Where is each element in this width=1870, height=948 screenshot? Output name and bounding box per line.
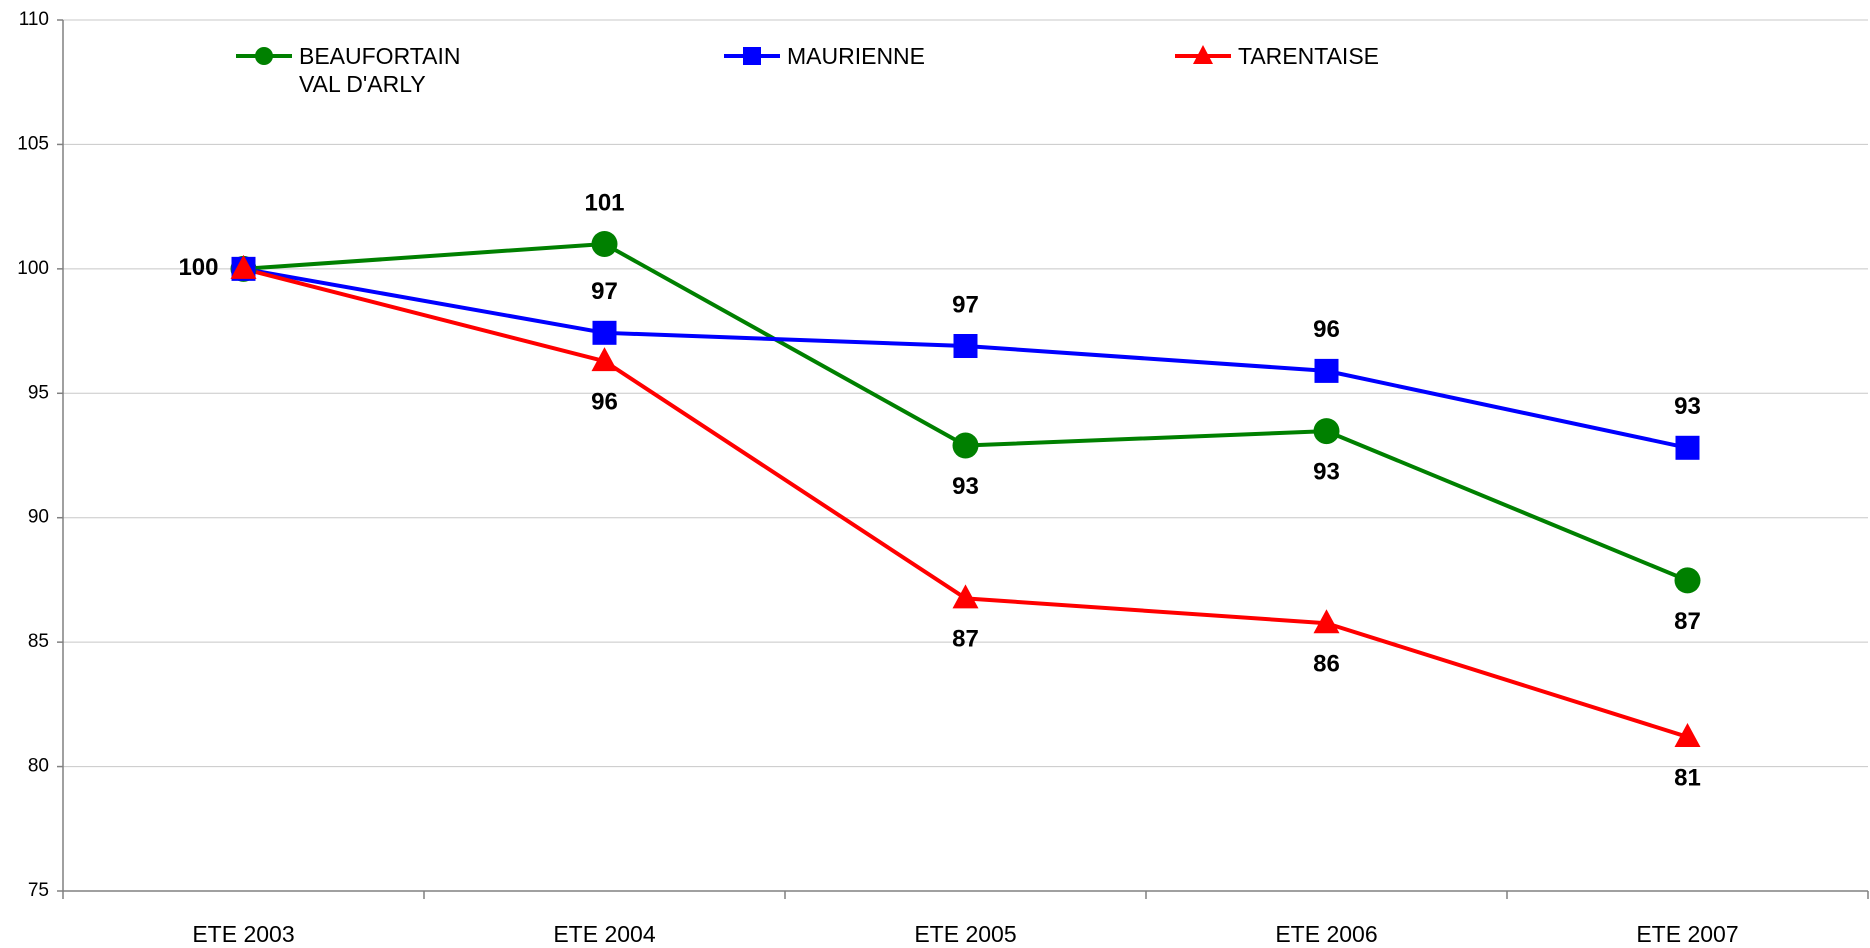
x-tick-label: ETE 2004 bbox=[553, 921, 655, 947]
data-label: 100 bbox=[178, 254, 218, 281]
data-label: 101 bbox=[584, 189, 624, 216]
data-label: 93 bbox=[952, 473, 979, 500]
data-label: 97 bbox=[952, 291, 979, 318]
x-tick-label: ETE 2006 bbox=[1275, 921, 1377, 947]
data-label: 96 bbox=[591, 389, 618, 416]
data-point bbox=[592, 320, 617, 345]
legend-marker bbox=[743, 47, 761, 65]
data-label: 81 bbox=[1674, 764, 1701, 791]
x-tick-label: ETE 2003 bbox=[192, 921, 294, 947]
y-tick-label: 85 bbox=[28, 631, 49, 652]
legend-label: TARENTAISE bbox=[1238, 43, 1379, 69]
legend-label: MAURIENNE bbox=[787, 43, 926, 69]
legend-marker bbox=[255, 47, 273, 65]
data-point bbox=[953, 334, 978, 359]
data-point bbox=[1675, 435, 1700, 460]
y-tick-label: 100 bbox=[17, 258, 49, 279]
data-point bbox=[230, 254, 257, 279]
data-label: 87 bbox=[952, 626, 979, 653]
data-point bbox=[1313, 609, 1340, 634]
y-tick-label: 110 bbox=[19, 9, 49, 30]
y-tick-label: 95 bbox=[28, 382, 49, 403]
data-point bbox=[1674, 722, 1701, 747]
y-tick-label: 105 bbox=[17, 133, 49, 154]
data-point bbox=[591, 347, 618, 372]
data-point bbox=[1313, 418, 1340, 445]
data-label: 97 bbox=[591, 278, 618, 305]
data-label: 87 bbox=[1674, 608, 1701, 635]
data-label: 93 bbox=[1313, 458, 1340, 485]
legend-label: BEAUFORTAIN VAL D'ARLY bbox=[299, 43, 461, 97]
data-point bbox=[952, 432, 979, 459]
x-tick-label: ETE 2005 bbox=[914, 921, 1016, 947]
data-point bbox=[1674, 567, 1701, 594]
y-tick-label: 75 bbox=[28, 880, 49, 901]
data-label: 86 bbox=[1313, 651, 1340, 678]
data-label: 96 bbox=[1313, 316, 1340, 343]
y-tick-label: 80 bbox=[28, 756, 49, 777]
data-label: 93 bbox=[1674, 393, 1701, 420]
data-point bbox=[1314, 358, 1339, 383]
data-point bbox=[591, 230, 618, 257]
x-tick-label: ETE 2007 bbox=[1636, 921, 1738, 947]
legend-marker bbox=[1193, 45, 1213, 64]
y-tick-label: 90 bbox=[28, 507, 49, 528]
data-point bbox=[952, 584, 979, 609]
